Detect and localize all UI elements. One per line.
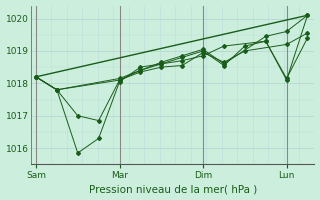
X-axis label: Pression niveau de la mer( hPa ): Pression niveau de la mer( hPa ) (89, 184, 257, 194)
